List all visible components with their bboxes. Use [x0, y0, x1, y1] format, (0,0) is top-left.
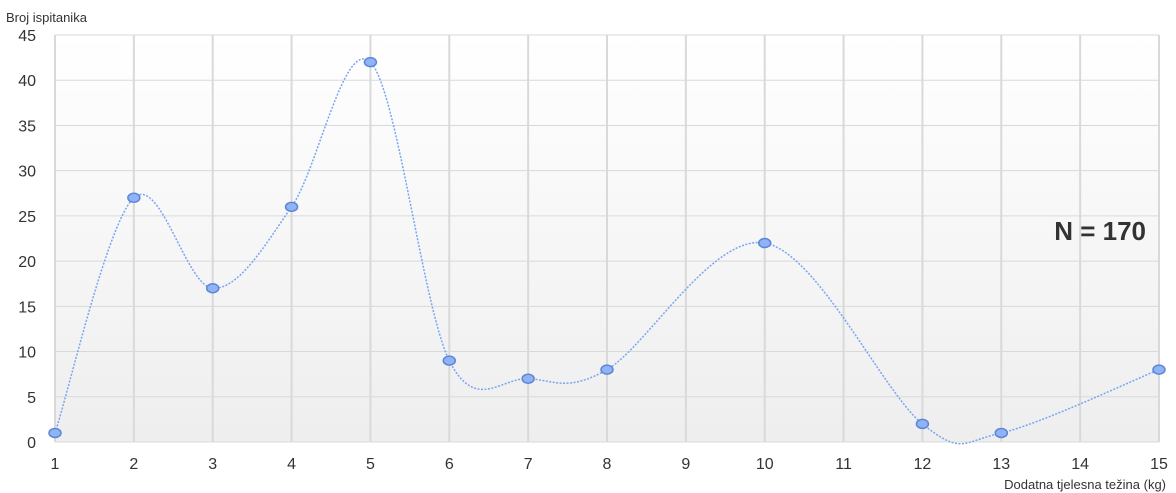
x-tick-label: 7: [524, 456, 533, 473]
data-point[interactable]: [127, 192, 141, 204]
y-tick-label: 40: [18, 73, 36, 90]
y-tick-label: 25: [18, 209, 36, 226]
data-point[interactable]: [363, 56, 378, 68]
data-point[interactable]: [1152, 364, 1166, 375]
data-point[interactable]: [205, 282, 220, 294]
y-tick-label: 0: [27, 435, 36, 452]
sample-size-annotation: N = 170: [1054, 216, 1146, 246]
data-point[interactable]: [915, 418, 930, 430]
x-tick-label: 6: [445, 456, 454, 473]
x-tick-label: 12: [914, 456, 932, 473]
x-tick-label: 2: [129, 456, 138, 473]
data-point[interactable]: [284, 201, 299, 213]
x-tick-label: 9: [681, 456, 690, 473]
y-axis-ticks: 0 5 10 15 20 25 30 35 40 45: [18, 28, 36, 452]
x-tick-label: 8: [603, 456, 612, 473]
x-tick-label: 15: [1150, 456, 1168, 473]
x-tick-label: 1: [51, 456, 60, 473]
x-tick-label: 4: [287, 456, 296, 473]
y-tick-label: 20: [18, 254, 36, 271]
x-tick-label: 3: [208, 456, 217, 473]
y-tick-label: 15: [18, 299, 36, 316]
data-point[interactable]: [994, 427, 1009, 439]
y-tick-label: 35: [18, 118, 36, 135]
x-tick-label: 14: [1071, 456, 1089, 473]
x-tick-label: 11: [835, 456, 852, 473]
series-line-path: [54, 58, 1160, 445]
x-tick-label: 10: [756, 456, 774, 473]
y-tick-label: 5: [27, 390, 36, 407]
data-point[interactable]: [442, 355, 457, 366]
y-axis-label: Broj ispitanika: [6, 10, 88, 25]
data-point[interactable]: [48, 427, 62, 439]
x-axis-ticks: 1 2 3 4 5 6 7 8 9 10 11 12 13 14 15: [51, 456, 1168, 473]
x-tick-label: 5: [366, 456, 375, 473]
data-point[interactable]: [757, 237, 772, 249]
y-tick-label: 45: [18, 28, 36, 45]
data-point[interactable]: [521, 373, 535, 384]
data-points: [48, 56, 1166, 439]
grid: [54, 34, 1160, 443]
series-line: [54, 58, 1160, 445]
x-tick-label: 13: [992, 456, 1010, 473]
y-tick-label: 30: [18, 164, 36, 181]
x-axis-label: Dodatna tjelesna težina (kg): [1004, 477, 1166, 492]
data-point[interactable]: [600, 364, 614, 375]
y-tick-label: 10: [18, 345, 36, 362]
